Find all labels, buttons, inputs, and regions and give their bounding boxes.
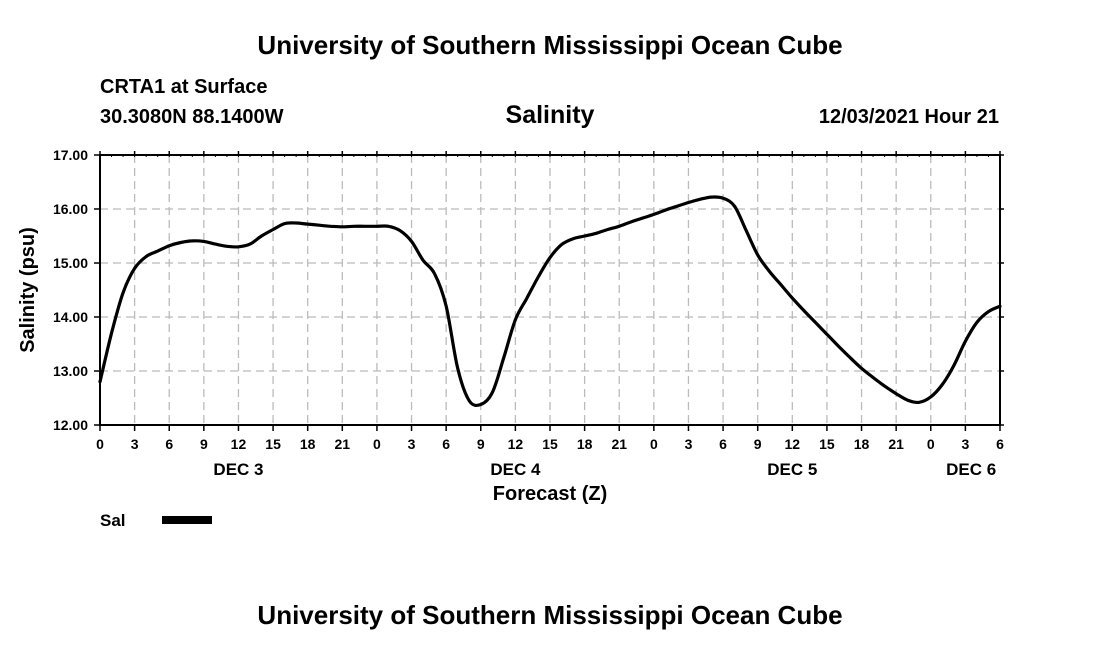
x-tick-label: 3 bbox=[131, 436, 139, 452]
x-tick-label: 9 bbox=[200, 436, 208, 452]
forecast-datetime: 12/03/2021 Hour 21 bbox=[818, 106, 999, 128]
day-label: DEC 6 bbox=[946, 460, 996, 479]
x-tick-label: 18 bbox=[577, 436, 593, 452]
y-tick-label: 13.00 bbox=[53, 363, 88, 379]
x-tick-label: 3 bbox=[961, 436, 969, 452]
chart-title: Salinity bbox=[505, 101, 595, 129]
x-tick-label: 9 bbox=[477, 436, 485, 452]
x-tick-label: 12 bbox=[231, 436, 247, 452]
station-label: CRTA1 at Surface bbox=[100, 76, 268, 98]
axis-ticks bbox=[94, 151, 1004, 431]
x-tick-label: 15 bbox=[542, 436, 558, 452]
legend-label: Sal bbox=[100, 511, 126, 530]
y-axis-title: Salinity (psu) bbox=[17, 227, 39, 353]
x-tick-label: 6 bbox=[996, 436, 1004, 452]
day-label: DEC 3 bbox=[213, 460, 263, 479]
bottom-title: University of Southern Mississippi Ocean… bbox=[257, 600, 843, 630]
salinity-series-line bbox=[98, 195, 1002, 408]
y-tick-label: 14.00 bbox=[53, 309, 88, 325]
x-tick-label: 0 bbox=[927, 436, 935, 452]
station-coordinates: 30.3080N 88.1400W bbox=[100, 106, 284, 128]
x-tick-label: 6 bbox=[719, 436, 727, 452]
x-tick-label: 21 bbox=[888, 436, 904, 452]
x-tick-label: 3 bbox=[408, 436, 416, 452]
x-tick-label: 12 bbox=[785, 436, 801, 452]
grid-lines bbox=[100, 155, 1000, 425]
x-tick-label: 18 bbox=[854, 436, 870, 452]
x-tick-label: 0 bbox=[650, 436, 658, 452]
x-tick-label: 21 bbox=[611, 436, 627, 452]
top-title: University of Southern Mississippi Ocean… bbox=[257, 30, 843, 60]
y-tick-label: 16.00 bbox=[53, 201, 88, 217]
x-tick-label: 0 bbox=[96, 436, 104, 452]
x-tick-label: 3 bbox=[685, 436, 693, 452]
x-tick-label: 9 bbox=[754, 436, 762, 452]
y-tick-label: 15.00 bbox=[53, 255, 88, 271]
x-tick-label: 15 bbox=[265, 436, 281, 452]
x-tick-label: 6 bbox=[165, 436, 173, 452]
x-tick-label: 15 bbox=[819, 436, 835, 452]
y-tick-label: 17.00 bbox=[53, 147, 88, 163]
x-tick-label: 21 bbox=[335, 436, 351, 452]
x-tick-label: 6 bbox=[442, 436, 450, 452]
x-tick-label: 0 bbox=[373, 436, 381, 452]
y-tick-label: 12.00 bbox=[53, 417, 88, 433]
day-label: DEC 4 bbox=[490, 460, 541, 479]
x-axis-title: Forecast (Z) bbox=[493, 483, 607, 505]
x-tick-label: 18 bbox=[300, 436, 316, 452]
tick-labels: 0 3 6 9 12 15 18 21 0 3 6 9 12 15 18 21 0 3 6 9 12 15 18 21 0 3 6 1… bbox=[53, 147, 1004, 479]
x-tick-label: 12 bbox=[508, 436, 524, 452]
day-label: DEC 5 bbox=[767, 460, 817, 479]
